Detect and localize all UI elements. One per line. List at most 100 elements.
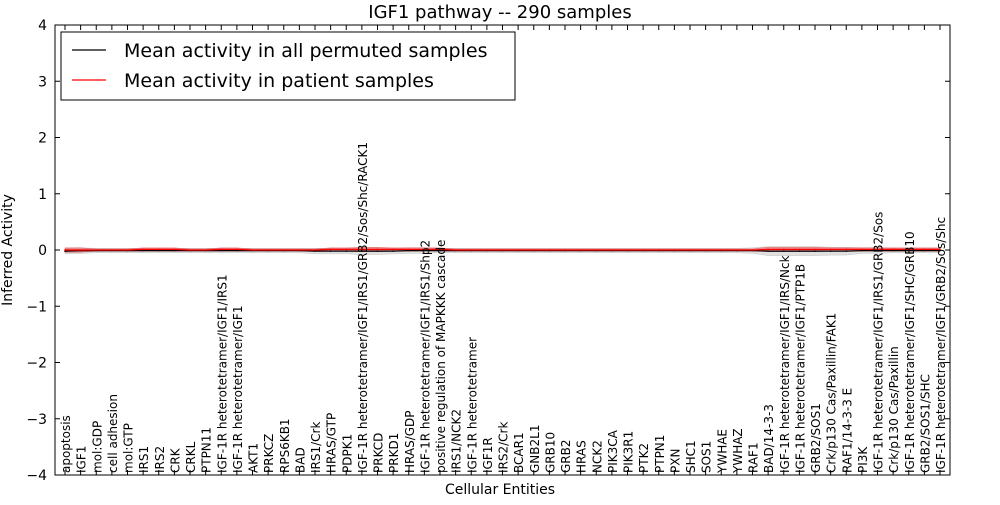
permuted-mean-point bbox=[236, 249, 238, 252]
y-tick-label: −3 bbox=[26, 412, 47, 428]
x-tick-label: IRS1/NCK2 bbox=[450, 409, 464, 473]
patient-mean-point bbox=[157, 248, 160, 251]
x-tick-label: PDPK1 bbox=[340, 434, 354, 473]
x-tick-label: IGF-1R heterotetramer/IGF1/IRS1/Shp2 bbox=[418, 240, 432, 473]
permuted-mean-point bbox=[861, 249, 863, 252]
x-tick-label: PRKCZ bbox=[262, 434, 276, 473]
x-tick-label: RPS6KB1 bbox=[278, 418, 292, 473]
patient-mean-point bbox=[95, 249, 98, 251]
x-tick-label: IGF-1R heterotetramer/IGF1 bbox=[231, 306, 245, 473]
patient-mean-point bbox=[564, 249, 566, 251]
x-tick-label: IGF1 bbox=[75, 446, 89, 473]
x-tick-label: Crk/p130 Cas/Paxillin/FAK1 bbox=[825, 313, 839, 473]
patient-mean-point bbox=[689, 249, 691, 251]
permuted-mean-point bbox=[939, 249, 941, 252]
patient-mean-point bbox=[267, 249, 269, 251]
x-tick-label: Crk/p130 Cas/Paxillin bbox=[887, 346, 901, 473]
x-tick-label: IGF-1R heterotetramer/IGF1/IRS1/GRB2/Sos bbox=[872, 212, 886, 473]
y-tick-label: −4 bbox=[26, 468, 47, 484]
x-tick-label: PTPN1 bbox=[653, 435, 667, 473]
x-tick-label: PRKD1 bbox=[387, 433, 401, 473]
patient-mean-point bbox=[423, 248, 426, 251]
patient-mean-point bbox=[251, 249, 254, 251]
permuted-mean-point bbox=[173, 249, 176, 252]
patient-mean-point bbox=[892, 248, 894, 251]
x-tick-label: GRB2/SOS1 bbox=[809, 403, 823, 473]
x-tick-label: IGF-1R heterotetramer/IGF1/IRS1 bbox=[215, 274, 229, 473]
patient-mean-point bbox=[861, 248, 863, 251]
x-tick-label: PRKCD bbox=[372, 433, 386, 473]
permuted-mean-point bbox=[392, 250, 394, 252]
patient-mean-point bbox=[376, 248, 379, 251]
patient-mean-point bbox=[611, 249, 613, 251]
patient-mean-point bbox=[79, 249, 82, 251]
x-tick-label: IGF-1R heterotetramer/IGF1/IRS/Nck bbox=[778, 255, 792, 473]
permuted-mean-point bbox=[157, 249, 160, 252]
patient-mean-point bbox=[939, 248, 941, 251]
patient-mean-point bbox=[501, 249, 504, 251]
x-tick-label: mol:GDP bbox=[90, 421, 104, 473]
permuted-mean-point bbox=[329, 250, 332, 252]
patient-mean-point bbox=[204, 249, 207, 251]
permuted-mean-point bbox=[814, 250, 816, 252]
y-tick-label: −2 bbox=[26, 356, 47, 372]
patient-mean-point bbox=[923, 248, 926, 251]
patient-mean-point bbox=[173, 248, 176, 251]
permuted-mean-point bbox=[798, 250, 801, 252]
x-tick-label: PI3K bbox=[856, 446, 870, 473]
permuted-mean-point bbox=[876, 249, 879, 252]
patient-mean-point bbox=[736, 249, 738, 251]
permuted-mean-point bbox=[376, 250, 379, 252]
permuted-mean-point bbox=[907, 249, 910, 252]
patient-mean-point bbox=[626, 249, 629, 251]
patient-mean-point bbox=[767, 248, 769, 251]
y-tick-label: 0 bbox=[38, 243, 47, 259]
patient-mean-point bbox=[579, 249, 582, 251]
permuted-mean-point bbox=[361, 250, 363, 252]
x-tick-label: SHC1 bbox=[684, 440, 698, 473]
x-tick-label: cell adhesion bbox=[106, 394, 120, 473]
patient-mean-point bbox=[236, 248, 238, 251]
x-tick-label: SOS1 bbox=[700, 441, 714, 473]
patient-mean-point bbox=[845, 248, 848, 251]
x-tick-label: GRB2/SOS1/SHC bbox=[918, 374, 932, 473]
legend-box bbox=[60, 31, 516, 101]
x-tick-label: NCK2 bbox=[590, 440, 604, 473]
patient-mean-point bbox=[439, 248, 441, 251]
x-tick-label: IRS2/Crk bbox=[497, 422, 511, 473]
x-tick-label: IGF-1R heterotetramer/IGF1/SHC/GRB10 bbox=[903, 231, 917, 473]
x-tick-label: BAD/14-3-3 bbox=[762, 404, 776, 473]
patient-mean-point bbox=[345, 248, 348, 251]
patient-mean-point bbox=[720, 249, 723, 251]
x-tick-label: GNB2L1 bbox=[528, 425, 542, 473]
x-tick-label: HRAS/GDP bbox=[403, 410, 417, 473]
patient-mean-point bbox=[673, 249, 676, 251]
x-tick-label: BCAR1 bbox=[512, 432, 526, 473]
permuted-mean-point bbox=[829, 250, 832, 252]
y-tick-label: 2 bbox=[38, 131, 47, 147]
legend-label: Mean activity in patient samples bbox=[124, 70, 434, 92]
patient-mean-point bbox=[470, 249, 473, 251]
plot-area: 4 3 2 1 0 −1 −2 −3 −4 apoptosis IGF1 mol:GDP cell ad… bbox=[26, 18, 951, 484]
x-tick-label: mol:GTP bbox=[122, 423, 136, 473]
y-tick-label: −1 bbox=[26, 299, 47, 315]
legend: Mean activity in all permuted samples Mea… bbox=[60, 31, 516, 101]
x-tick-label: PTPN11 bbox=[200, 427, 214, 473]
x-tick-label: PTK2 bbox=[637, 443, 651, 473]
patient-mean-point bbox=[220, 248, 223, 251]
x-tick-label: CRKL bbox=[184, 441, 198, 473]
y-axis-label: Inferred Activity bbox=[0, 194, 16, 306]
patient-mean-point bbox=[548, 249, 551, 251]
patient-mean-point bbox=[361, 248, 363, 251]
patient-mean-point bbox=[829, 248, 832, 251]
permuted-mean-point bbox=[142, 249, 144, 252]
patient-mean-point bbox=[392, 248, 394, 251]
patient-mean-point bbox=[189, 249, 191, 251]
permuted-mean-point bbox=[220, 249, 223, 252]
patient-mean-point bbox=[876, 248, 879, 251]
permuted-mean-point bbox=[314, 250, 316, 252]
x-tick-label: IRS1 bbox=[137, 446, 151, 473]
y-tick-label: 3 bbox=[38, 74, 47, 90]
patient-mean-point bbox=[282, 249, 285, 251]
